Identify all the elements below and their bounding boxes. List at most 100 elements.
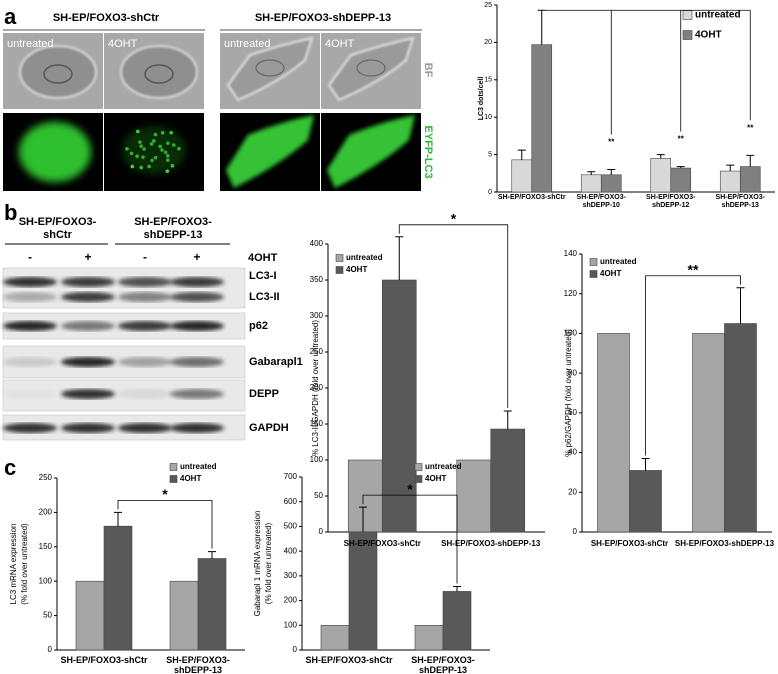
bar [580,174,602,193]
y-tick-label: 200 [310,383,324,392]
blot-band [3,292,57,302]
legend-swatch [682,10,693,20]
y-tick-label: 15 [484,77,492,84]
nucleus [43,64,73,84]
y-tick-label: 200 [39,508,53,517]
legend-label: untreated [425,462,462,471]
blot-group-title: SH-EP/FOXO3-shCtr [18,216,97,241]
x-tick-label: SH-EP/FOXO3-shDEPP-10 [576,194,626,210]
error-bar [395,236,404,280]
y-tick-label: 80 [568,368,577,377]
treatment-sign: + [84,250,91,264]
x-tick-label: SH-EP/FOXO3-shCtr [305,655,393,665]
bar [103,525,133,651]
bracket [645,275,741,456]
band-label: Gabarapl1 [249,356,303,368]
legend-label: untreated [695,10,741,21]
y-tick-label: 120 [564,289,578,298]
group-title: SH-EP/FOXO3-shDEPP-13 [255,12,391,24]
blot-band [170,321,224,331]
error-bar [746,154,755,167]
x-tick-label: SH-EP/FOXO3-shCtr [343,539,421,548]
bar [414,624,444,651]
x-tick-label: SH-EP/FOXO3-shDEPP-13 [166,655,230,674]
blot-band [118,389,172,399]
bar [320,624,350,651]
blot-band [118,277,172,287]
channel-label: BF [422,63,434,78]
band-label: GAPDH [249,422,289,434]
y-tick-label: 0 [488,189,492,196]
y-tick-label: 300 [284,571,298,580]
y-tick-label: 250 [310,347,324,356]
cell-glow [19,122,91,182]
significance: * [407,481,413,497]
y-tick-label: 300 [310,311,324,320]
y-tick-label: 200 [284,596,298,605]
panel-label: c [4,455,16,480]
bracket [362,494,458,584]
bar [600,174,622,193]
y-axis-label: % p62/GAPDH (fold over untreated) [564,329,573,457]
error-bar [587,171,596,175]
bar [511,159,533,193]
y-axis-label: Gabarapl 1 mRNA expression [253,511,262,617]
blot-band [170,423,224,433]
bar [739,166,761,193]
y-tick-label: 10 [484,114,492,121]
significance: ** [747,123,754,132]
blot-band [3,389,57,399]
x-tick-label: SH-EP/FOXO3-shCtr [590,539,669,548]
cell-glow [327,115,415,188]
band-label: LC3-I [249,270,277,282]
blot-band [3,321,57,331]
panel-label: b [4,200,17,225]
legend-swatch [682,30,693,40]
error-bar [208,551,216,559]
y-tick-label: 40 [568,448,577,457]
y-tick-label: 600 [284,497,298,506]
legend-swatch [589,270,598,278]
blot-band [170,277,224,287]
condition-label: untreated [7,38,53,50]
y-tick-label: 25 [484,2,492,9]
cell-outline [19,45,97,99]
legend-label: 4OHT [180,474,201,483]
treatment-sign: + [193,250,200,264]
bar [650,158,672,193]
bar [348,531,378,651]
cell [19,45,97,99]
y-tick-label: 0 [319,527,324,536]
error-bar [453,585,461,592]
bracket [398,224,509,409]
bar [490,428,526,533]
blot-group-title: SH-EP/FOXO3-shDEPP-13 [134,216,212,241]
treatment-label: 4OHT [248,252,278,264]
blot-band [61,423,115,433]
legend-label: 4OHT [425,474,446,483]
cell-outline [120,45,198,99]
legend-swatch [169,463,178,471]
nucleus [356,59,386,77]
blot-band [61,277,115,287]
blot-band [170,389,224,399]
error-bar [537,9,546,45]
error-bar [607,169,616,175]
bar [197,558,227,651]
blot-band [118,357,172,367]
legend-label: untreated [346,253,383,262]
y-tick-label: 100 [564,329,578,338]
significance: * [451,211,457,227]
bar [670,167,692,193]
error-bar [676,166,685,169]
x-tick-label: SH-EP/FOXO3-shDEPP-12 [646,194,696,210]
nucleus [144,64,174,84]
condition-label: 4OHT [325,38,355,50]
y-tick-label: 0 [48,645,53,654]
band-label: p62 [249,320,268,332]
y-tick-label: 60 [568,408,577,417]
panel-label: a [4,4,17,29]
y-tick-label: 5 [488,151,492,158]
error-bar [736,287,745,324]
legend-label: 4OHT [695,30,722,41]
